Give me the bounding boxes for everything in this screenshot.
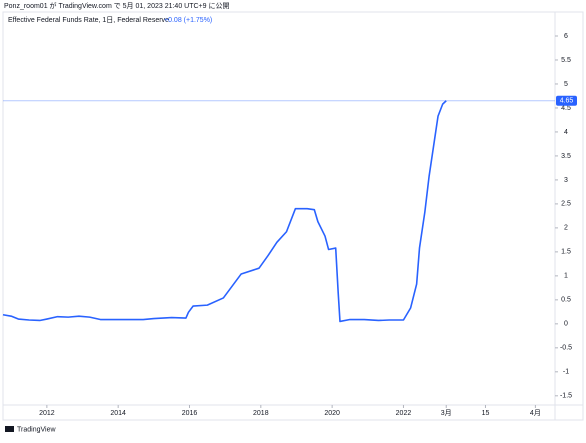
price-badge	[556, 95, 577, 106]
y-tick-label: 5.5	[561, 57, 571, 64]
y-tick-label: 0.5	[561, 297, 571, 304]
x-tick-label: 2016	[182, 410, 198, 417]
y-tick-label: -1	[563, 369, 569, 376]
change-label: +0.08 (+1.75%)	[164, 17, 212, 24]
x-tick-label: 2020	[324, 410, 340, 417]
y-tick-label: 4.5	[561, 105, 571, 112]
y-tick-label: 2.5	[561, 201, 571, 208]
price-label: 4.65	[560, 98, 574, 105]
y-tick-label: 3	[564, 177, 568, 184]
legend-entry: Effective Federal Funds Rate, 1日, Federa…	[8, 16, 169, 24]
header: Ponz_room01 が TradingView.com で 5月 01, 2…	[4, 1, 229, 10]
x-tick-label: 4月	[530, 409, 541, 417]
chart-frame	[2, 11, 584, 421]
y-tick-label: -1.5	[560, 393, 572, 400]
y-tick-label: 3.5	[561, 153, 571, 160]
x-tick-label: 3月	[441, 409, 452, 417]
y-tick-label: 0	[564, 321, 568, 328]
x-tick-label: 15	[482, 410, 490, 417]
footer-logo: TradingView	[5, 426, 56, 433]
y-tick-label: 2	[564, 225, 568, 232]
y-tick-label: 4	[564, 129, 568, 136]
x-tick-label: 2018	[253, 410, 269, 417]
x-tick-label: 2022	[396, 410, 412, 417]
y-tick-label: 1	[564, 273, 568, 280]
y-tick-label: -0.5	[560, 345, 572, 352]
y-tick-label: 1.5	[561, 249, 571, 256]
x-tick-label: 2014	[110, 410, 126, 417]
y-tick-label: 6	[564, 33, 568, 40]
footer: TradingView	[17, 426, 56, 433]
x-tick-label: 2012	[39, 410, 55, 417]
series-line	[2, 100, 447, 323]
y-tick-label: 5	[564, 81, 568, 88]
